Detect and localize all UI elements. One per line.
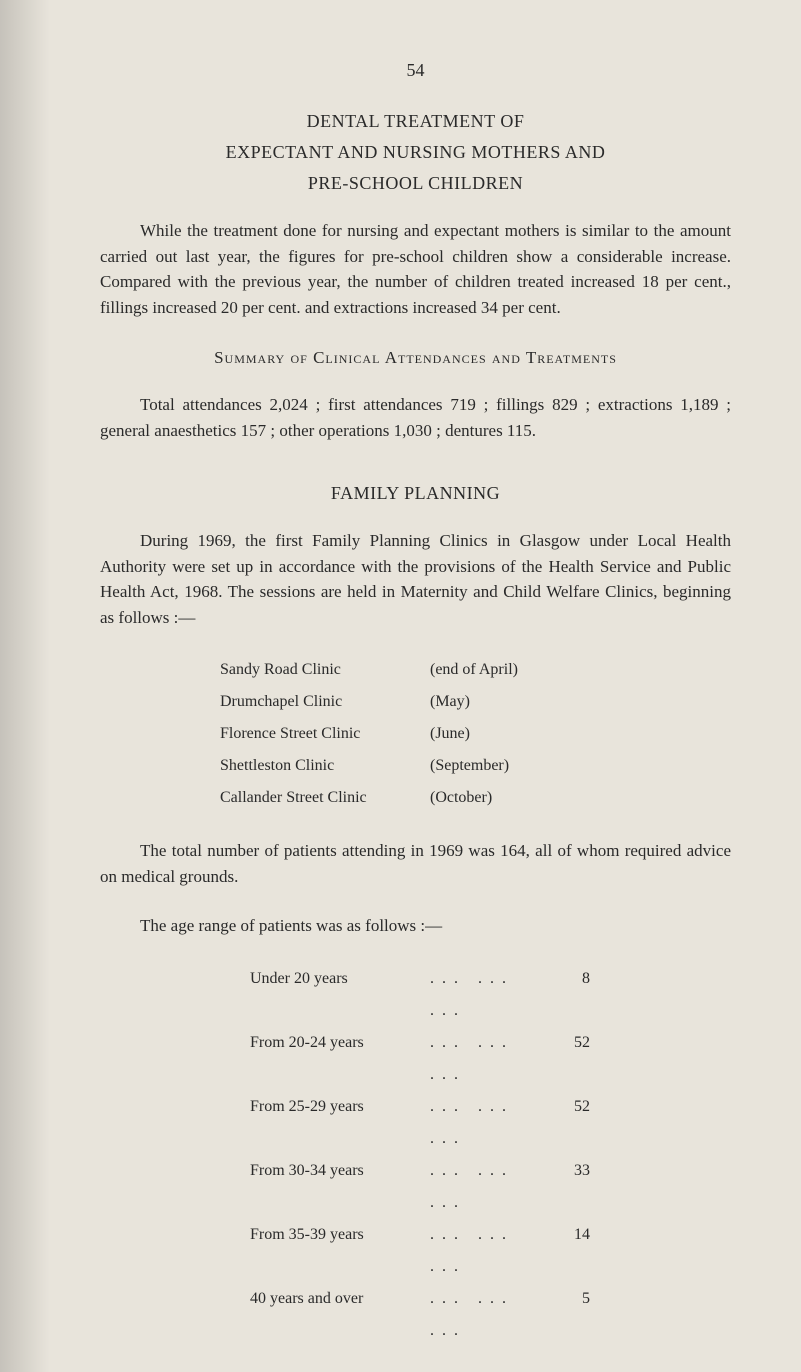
header-line-2: EXPECTANT AND NURSING MOTHERS AND	[100, 142, 731, 163]
age-dots: ... ... ...	[430, 963, 550, 1027]
clinic-row: Shettleston Clinic (September)	[220, 750, 731, 782]
age-row: From 30-34 years ... ... ... 33	[250, 1155, 731, 1219]
clinic-name: Shettleston Clinic	[220, 750, 430, 782]
age-dots: ... ... ...	[430, 1027, 550, 1091]
subheading-summary: Summary of Clinical Attendances and Trea…	[100, 348, 731, 368]
clinic-month: (June)	[430, 718, 731, 750]
age-row: From 25-29 years ... ... ... 52	[250, 1091, 731, 1155]
page-number: 54	[100, 60, 731, 81]
clinic-month: (September)	[430, 750, 731, 782]
age-value: 33	[550, 1155, 590, 1187]
header-line-1: DENTAL TREATMENT OF	[100, 111, 731, 132]
age-label: From 20-24 years	[250, 1027, 430, 1059]
age-value: 52	[550, 1091, 590, 1123]
paragraph-1: While the treatment done for nursing and…	[100, 218, 731, 320]
clinic-name: Florence Street Clinic	[220, 718, 430, 750]
age-label: 40 years and over	[250, 1283, 430, 1315]
paragraph-2: Total attendances 2,024 ; first attendan…	[100, 392, 731, 443]
age-row: From 35-39 years ... ... ... 14	[250, 1219, 731, 1283]
age-value: 5	[550, 1283, 590, 1315]
age-value: 8	[550, 963, 590, 995]
clinic-name: Sandy Road Clinic	[220, 654, 430, 686]
age-value: 14	[550, 1219, 590, 1251]
clinic-row: Sandy Road Clinic (end of April)	[220, 654, 731, 686]
clinic-month: (October)	[430, 782, 731, 814]
age-row: Under 20 years ... ... ... 8	[250, 963, 731, 1027]
section-title-family-planning: FAMILY PLANNING	[100, 483, 731, 504]
age-dots: ... ... ...	[430, 1091, 550, 1155]
paragraph-4: The total number of patients attending i…	[100, 838, 731, 889]
clinic-month: (May)	[430, 686, 731, 718]
age-dots: ... ... ...	[430, 1283, 550, 1347]
age-label: From 30-34 years	[250, 1155, 430, 1187]
paragraph-5: The age range of patients was as follows…	[100, 913, 731, 939]
clinic-name: Callander Street Clinic	[220, 782, 430, 814]
paragraph-3: During 1969, the first Family Planning C…	[100, 528, 731, 630]
page-shadow	[0, 0, 50, 1372]
clinic-name: Drumchapel Clinic	[220, 686, 430, 718]
age-label: From 35-39 years	[250, 1219, 430, 1251]
age-value: 52	[550, 1027, 590, 1059]
age-range-list: Under 20 years ... ... ... 8 From 20-24 …	[250, 963, 731, 1347]
age-dots: ... ... ...	[430, 1219, 550, 1283]
age-label: Under 20 years	[250, 963, 430, 995]
age-dots: ... ... ...	[430, 1155, 550, 1219]
age-row: 40 years and over ... ... ... 5	[250, 1283, 731, 1347]
clinic-list: Sandy Road Clinic (end of April) Drumcha…	[220, 654, 731, 814]
clinic-month: (end of April)	[430, 654, 731, 686]
clinic-row: Callander Street Clinic (October)	[220, 782, 731, 814]
clinic-row: Drumchapel Clinic (May)	[220, 686, 731, 718]
age-label: From 25-29 years	[250, 1091, 430, 1123]
header-line-3: PRE-SCHOOL CHILDREN	[100, 173, 731, 194]
clinic-row: Florence Street Clinic (June)	[220, 718, 731, 750]
age-row: From 20-24 years ... ... ... 52	[250, 1027, 731, 1091]
